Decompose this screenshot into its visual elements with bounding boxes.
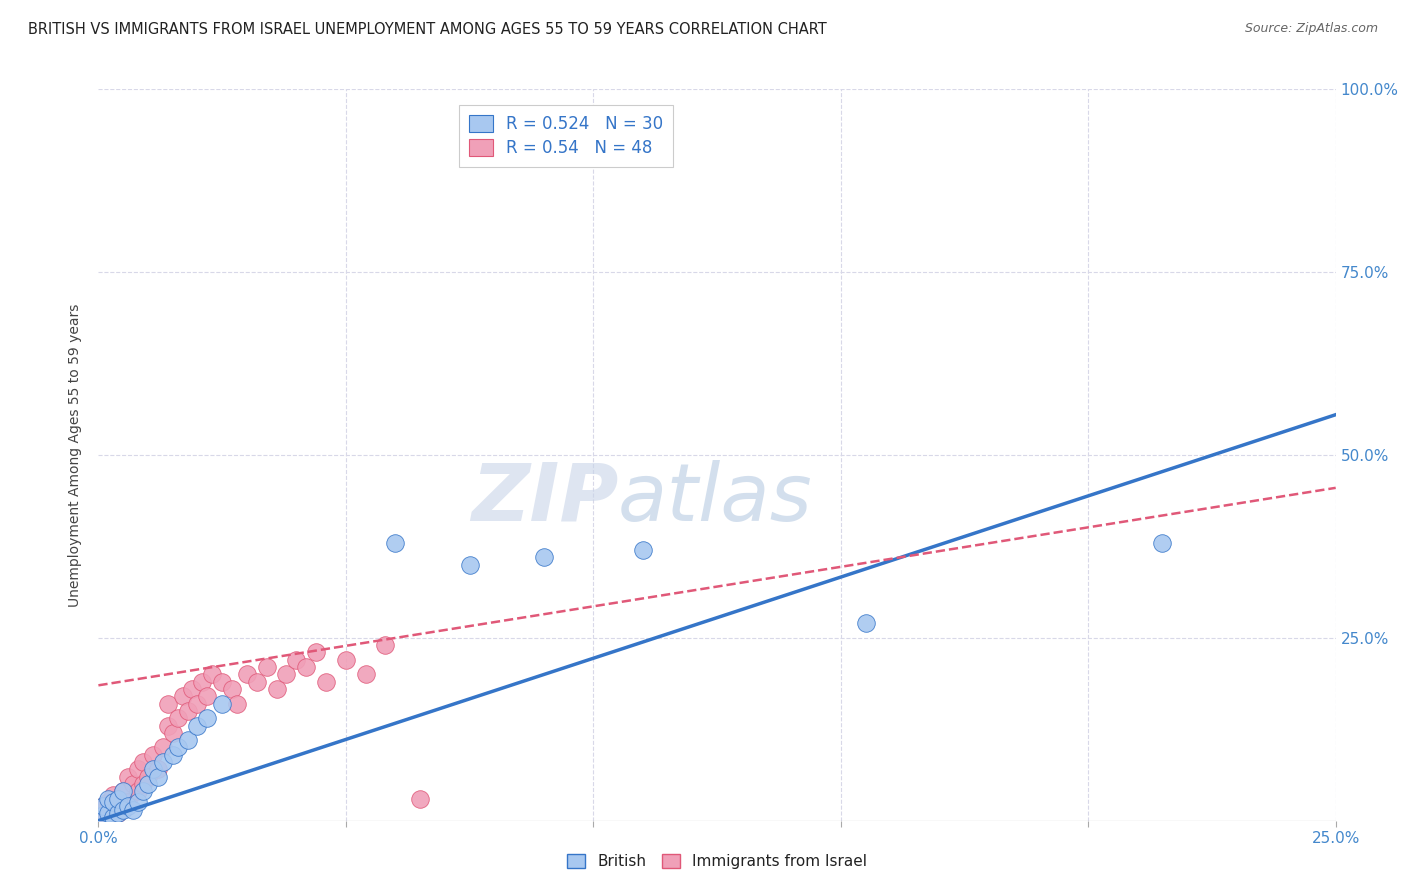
Point — [335, 653, 357, 667]
Point — [855, 616, 877, 631]
Point — [246, 674, 269, 689]
Legend: British, Immigrants from Israel: British, Immigrants from Israel — [561, 848, 873, 875]
Point — [276, 667, 298, 681]
Point — [112, 784, 135, 798]
Point — [176, 733, 198, 747]
Point — [186, 718, 208, 732]
Point — [136, 777, 159, 791]
Point — [176, 704, 198, 718]
Point — [136, 770, 159, 784]
Point — [201, 667, 224, 681]
Point — [107, 791, 129, 805]
Point — [127, 796, 149, 810]
Point — [112, 803, 135, 817]
Point — [156, 718, 179, 732]
Point — [195, 711, 218, 725]
Point — [162, 747, 184, 762]
Text: Source: ZipAtlas.com: Source: ZipAtlas.com — [1244, 22, 1378, 36]
Point — [93, 799, 115, 814]
Point — [166, 740, 188, 755]
Y-axis label: Unemployment Among Ages 55 to 59 years: Unemployment Among Ages 55 to 59 years — [69, 303, 83, 607]
Point — [256, 660, 278, 674]
Text: atlas: atlas — [619, 459, 813, 538]
Point — [132, 784, 155, 798]
Point — [285, 653, 308, 667]
Point — [191, 674, 214, 689]
Point — [374, 638, 396, 652]
Point — [152, 755, 174, 769]
Text: ZIP: ZIP — [471, 459, 619, 538]
Point — [127, 784, 149, 798]
Point — [97, 796, 120, 810]
Point — [295, 660, 318, 674]
Point — [211, 674, 233, 689]
Point — [146, 763, 169, 777]
Point — [93, 799, 115, 814]
Point — [107, 806, 129, 821]
Point — [142, 763, 165, 777]
Point — [117, 799, 139, 814]
Point — [166, 711, 188, 725]
Point — [132, 755, 155, 769]
Point — [458, 558, 481, 572]
Point — [315, 674, 337, 689]
Point — [146, 770, 169, 784]
Point — [305, 645, 328, 659]
Point — [103, 788, 125, 802]
Point — [132, 777, 155, 791]
Point — [172, 690, 194, 704]
Point — [142, 747, 165, 762]
Point — [97, 806, 120, 821]
Point — [181, 681, 204, 696]
Point — [195, 690, 218, 704]
Point — [93, 807, 115, 822]
Point — [117, 796, 139, 810]
Point — [226, 697, 249, 711]
Point — [533, 550, 555, 565]
Text: BRITISH VS IMMIGRANTS FROM ISRAEL UNEMPLOYMENT AMONG AGES 55 TO 59 YEARS CORRELA: BRITISH VS IMMIGRANTS FROM ISRAEL UNEMPL… — [28, 22, 827, 37]
Point — [631, 543, 654, 558]
Point — [127, 763, 149, 777]
Point — [156, 697, 179, 711]
Point — [236, 667, 259, 681]
Point — [409, 791, 432, 805]
Point — [211, 697, 233, 711]
Point — [384, 535, 406, 549]
Point — [103, 796, 125, 810]
Point — [1152, 535, 1174, 549]
Point — [107, 791, 129, 805]
Point — [97, 807, 120, 822]
Point — [112, 799, 135, 814]
Point — [162, 726, 184, 740]
Point — [354, 667, 377, 681]
Point — [186, 697, 208, 711]
Point — [266, 681, 288, 696]
Point — [221, 681, 243, 696]
Point — [93, 806, 115, 821]
Point — [122, 803, 145, 817]
Point — [152, 740, 174, 755]
Point — [122, 777, 145, 791]
Point — [103, 810, 125, 824]
Point — [103, 803, 125, 817]
Point — [97, 791, 120, 805]
Point — [112, 784, 135, 798]
Point — [117, 770, 139, 784]
Point — [107, 806, 129, 821]
